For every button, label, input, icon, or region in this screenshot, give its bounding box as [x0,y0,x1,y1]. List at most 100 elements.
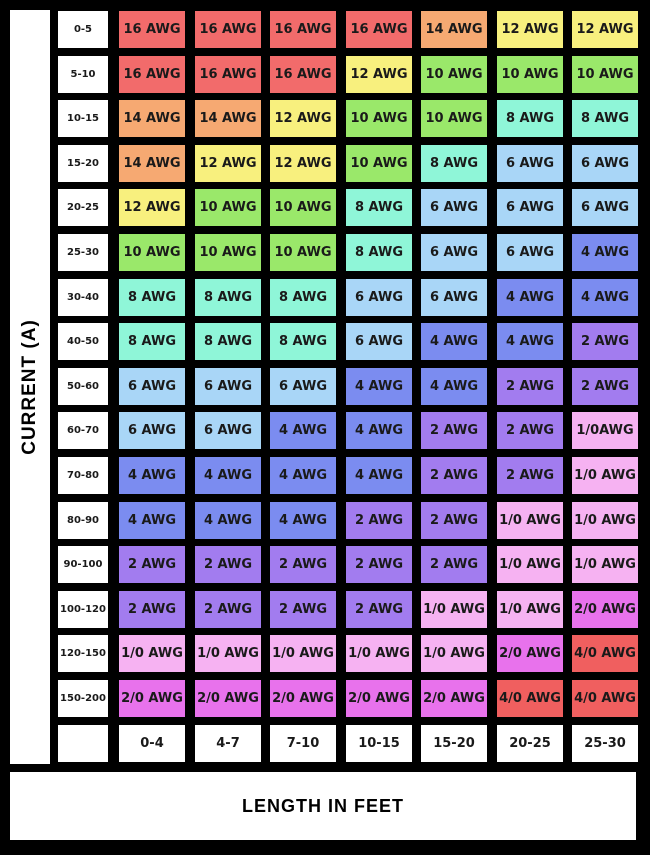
gauge-cell: 4 AWG [497,323,563,360]
gauge-cell: 6 AWG [421,279,487,316]
gauge-cell: 6 AWG [421,189,487,226]
gauge-cell: 2/0 AWG [119,680,185,717]
gauge-cell: 4 AWG [119,502,185,539]
row-header: 60-70 [58,412,108,449]
gauge-cell: 4 AWG [195,502,261,539]
gauge-cell: 2/0 AWG [572,591,638,628]
gauge-cell: 8 AWG [270,323,336,360]
gauge-cell: 2 AWG [497,412,563,449]
gauge-cell: 10 AWG [119,234,185,271]
gauge-cell: 8 AWG [346,234,412,271]
gauge-cell: 12 AWG [270,100,336,137]
row-header: 0-5 [58,11,108,48]
gauge-cell: 6 AWG [497,234,563,271]
row-header: 25-30 [58,234,108,271]
row-header: 30-40 [58,279,108,316]
gauge-cell: 2 AWG [421,502,487,539]
gauge-cell: 6 AWG [421,234,487,271]
column-header: 7-10 [270,725,336,762]
gauge-cell: 10 AWG [195,234,261,271]
gauge-cell: 16 AWG [195,56,261,93]
gauge-cell: 6 AWG [119,412,185,449]
gauge-cell: 1/0 AWG [497,502,563,539]
row-header: 80-90 [58,502,108,539]
y-axis-label: CURRENT (A) [19,319,40,455]
gauge-cell: 2/0 AWG [421,680,487,717]
gauge-cell: 16 AWG [346,11,412,48]
column-header: 4-7 [195,725,261,762]
gauge-cell: 2 AWG [270,546,336,583]
row-header: 10-15 [58,100,108,137]
gauge-cell: 2 AWG [421,412,487,449]
gauge-cell: 4 AWG [195,457,261,494]
gauge-cell: 6 AWG [270,368,336,405]
gauge-cell: 8 AWG [119,323,185,360]
gauge-cell: 4 AWG [346,457,412,494]
gauge-cell: 10 AWG [346,145,412,182]
gauge-cell: 12 AWG [497,11,563,48]
row-header: 120-150 [58,635,108,672]
gauge-cell: 10 AWG [421,56,487,93]
gauge-cell: 4 AWG [270,457,336,494]
gauge-cell: 12 AWG [270,145,336,182]
gauge-cell: 12 AWG [572,11,638,48]
gauge-cell: 2 AWG [572,368,638,405]
gauge-cell: 6 AWG [572,145,638,182]
gauge-cell: 4 AWG [119,457,185,494]
gauge-cell: 8 AWG [572,100,638,137]
gauge-cell: 4 AWG [421,368,487,405]
column-header: 15-20 [421,725,487,762]
gauge-cell: 2/0 AWG [497,635,563,672]
gauge-cell: 16 AWG [195,11,261,48]
gauge-cell: 6 AWG [195,368,261,405]
gauge-cell: 1/0 AWG [119,635,185,672]
gauge-cell: 16 AWG [270,56,336,93]
gauge-cell: 10 AWG [421,100,487,137]
gauge-cell: 2 AWG [270,591,336,628]
gauge-cell: 1/0 AWG [421,635,487,672]
gauge-cell: 6 AWG [572,189,638,226]
gauge-cell: 10 AWG [270,189,336,226]
gauge-cell: 6 AWG [497,189,563,226]
gauge-cell: 10 AWG [497,56,563,93]
gauge-cell: 2 AWG [119,546,185,583]
gauge-cell: 4 AWG [497,279,563,316]
gauge-cell: 10 AWG [346,100,412,137]
gauge-cell: 2 AWG [346,546,412,583]
gauge-cell: 2 AWG [195,546,261,583]
gauge-cell: 6 AWG [119,368,185,405]
gauge-cell: 1/0 AWG [572,546,638,583]
gauge-cell: 6 AWG [497,145,563,182]
gauge-cell: 1/0 AWG [270,635,336,672]
gauge-cell: 1/0 AWG [572,502,638,539]
gauge-cell: 1/0 AWG [497,546,563,583]
gauge-cell: 1/0 AWG [346,635,412,672]
gauge-cell: 2 AWG [421,546,487,583]
gauge-cell: 1/0 AWG [421,591,487,628]
row-header: 50-60 [58,368,108,405]
gauge-cell: 4/0 AWG [572,680,638,717]
gauge-cell: 12 AWG [195,145,261,182]
row-header: 15-20 [58,145,108,182]
row-header: 20-25 [58,189,108,226]
gauge-cell: 4 AWG [270,412,336,449]
gauge-cell: 2 AWG [497,457,563,494]
gauge-cell: 2/0 AWG [270,680,336,717]
gauge-cell: 6 AWG [346,279,412,316]
row-header: 70-80 [58,457,108,494]
gauge-cell: 8 AWG [497,100,563,137]
gauge-cell: 14 AWG [119,145,185,182]
gauge-cell: 8 AWG [119,279,185,316]
gauge-cell: 16 AWG [119,56,185,93]
gauge-cell: 10 AWG [195,189,261,226]
gauge-cell: 1/0 AWG [572,457,638,494]
x-axis-label: LENGTH IN FEET [242,795,404,816]
column-header: 25-30 [572,725,638,762]
gauge-cell: 4 AWG [346,412,412,449]
gauge-cell: 2 AWG [195,591,261,628]
gauge-cell: 4 AWG [572,279,638,316]
gauge-cell: 4/0 AWG [497,680,563,717]
gauge-cell: 2 AWG [119,591,185,628]
gauge-cell: 2 AWG [346,502,412,539]
gauge-cell: 8 AWG [346,189,412,226]
